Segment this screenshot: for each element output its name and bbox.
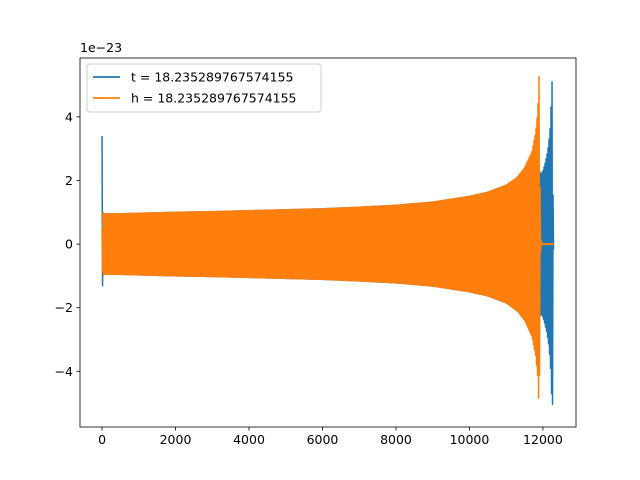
legend-label: h = 18.235289767574155 bbox=[131, 91, 297, 106]
x-tick-label: 4000 bbox=[233, 432, 265, 447]
y-tick-label: −2 bbox=[55, 300, 73, 315]
x-axis: 0 2000 4000 6000 8000 10000 12000 bbox=[98, 427, 563, 447]
y-tick-label: −4 bbox=[55, 364, 73, 379]
axes-border bbox=[79, 57, 577, 428]
series-line-1 bbox=[101, 75, 555, 399]
y-tick-label: 2 bbox=[65, 173, 73, 188]
y-offset-text: 1e−23 bbox=[80, 40, 122, 55]
y-tick-label: 0 bbox=[65, 237, 73, 252]
y-tick-label: 4 bbox=[65, 109, 73, 124]
x-tick-label: 0 bbox=[98, 432, 106, 447]
x-tick-label: 10000 bbox=[450, 432, 490, 447]
x-tick-label: 8000 bbox=[380, 432, 412, 447]
legend-label: t = 18.235289767574155 bbox=[131, 70, 294, 85]
plot-series bbox=[101, 75, 555, 406]
x-tick-label: 12000 bbox=[523, 432, 563, 447]
y-axis: −4 −2 0 2 4 bbox=[55, 109, 80, 379]
x-tick-label: 2000 bbox=[160, 432, 192, 447]
legend-box bbox=[86, 63, 322, 113]
axes-frame bbox=[79, 57, 577, 428]
x-tick-label: 6000 bbox=[307, 432, 339, 447]
legend: t = 18.235289767574155 h = 18.23528976757… bbox=[86, 63, 322, 113]
